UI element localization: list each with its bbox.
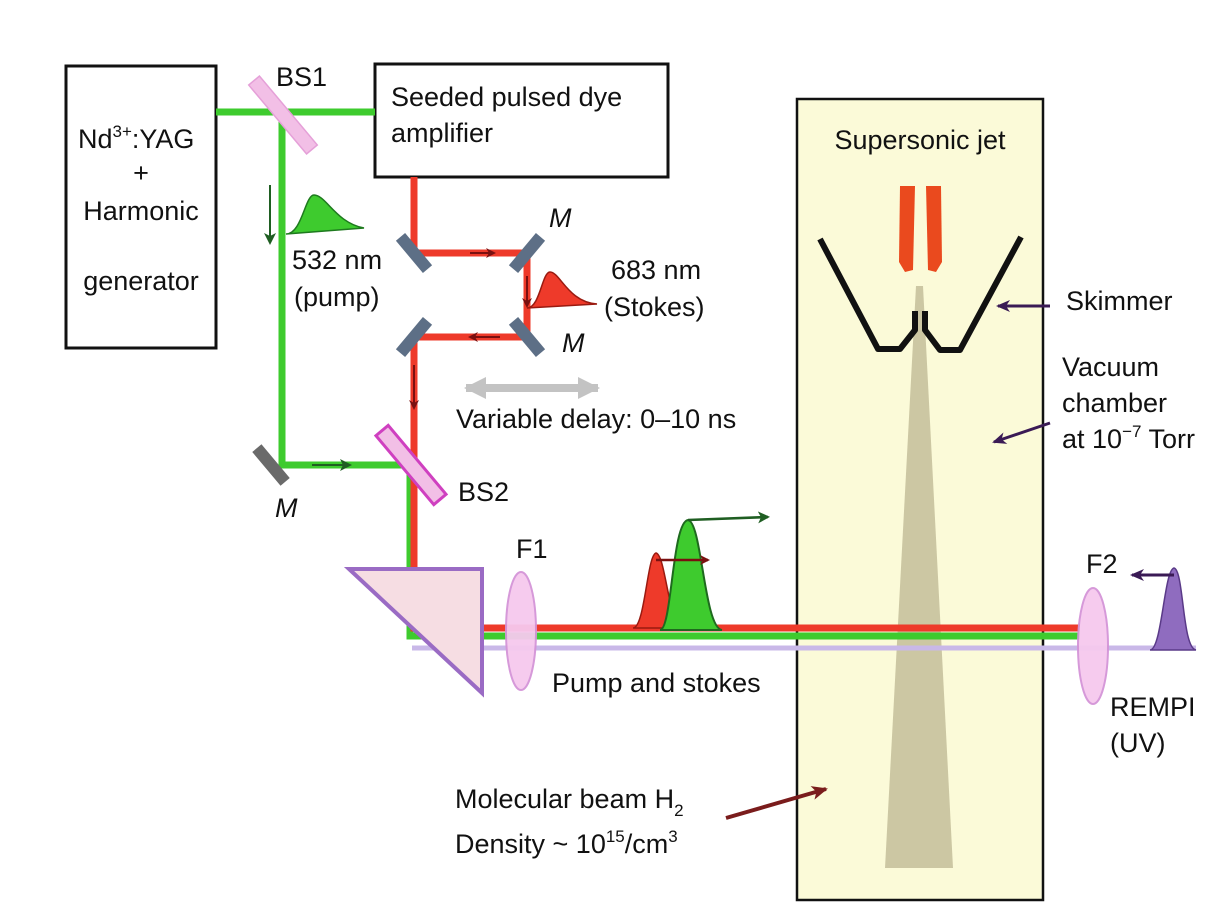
lens-f1 — [505, 571, 537, 691]
bs2-label: BS2 — [458, 477, 509, 507]
molecular-beam-cone — [885, 286, 953, 868]
stokes-wavelength-label: 683 nm — [611, 255, 701, 285]
pump-pulse-beam — [659, 518, 723, 631]
uv-pulse — [1149, 567, 1197, 651]
pump-and-stokes-label: Pump and stokes — [552, 668, 761, 698]
bs1-label: BS1 — [276, 62, 327, 92]
jet-label: Supersonic jet — [834, 125, 1006, 155]
f2-label: F2 — [1086, 549, 1118, 579]
mirror-label: M — [562, 328, 585, 358]
mirror-icon — [395, 317, 433, 357]
laser-label-line4: generator — [83, 266, 199, 296]
vacuum-label-2: chamber — [1062, 388, 1167, 418]
density-label: Density ~ 1015/cm3 — [455, 827, 678, 859]
pump-pulse — [285, 194, 365, 235]
molecular-beam-pointer-icon — [725, 786, 828, 820]
laser-label-line2: + — [133, 158, 149, 188]
delay-label: Variable delay: 0–10 ns — [456, 404, 736, 434]
lens-f2 — [1077, 587, 1109, 705]
skimmer-label: Skimmer — [1066, 286, 1173, 316]
arrow-icon — [687, 511, 770, 524]
amplifier-label-line2: amplifier — [391, 118, 493, 148]
mirror-label: M — [275, 493, 298, 523]
rempi-label: REMPI — [1110, 692, 1196, 722]
jet-nozzle — [899, 186, 915, 272]
laser-label-line3: Harmonic — [83, 196, 199, 226]
prism — [343, 567, 484, 698]
mirror-icon — [252, 444, 290, 486]
skimmer-left — [817, 237, 918, 352]
pump-name-label: (pump) — [294, 282, 380, 312]
beam-splitter-bs2 — [373, 423, 449, 507]
stokes-name-label: (Stokes) — [604, 292, 705, 322]
mirror-icon — [508, 317, 546, 357]
uv-label: (UV) — [1110, 728, 1166, 758]
stokes-pulse — [526, 271, 598, 309]
vacuum-label-1: Vacuum — [1062, 352, 1159, 382]
vacuum-pointer-icon — [992, 421, 1051, 444]
vacuum-label-3: at 10−7 Torr — [1062, 422, 1195, 454]
pump-wavelength-label: 532 nm — [292, 245, 382, 275]
skimmer-right — [922, 235, 1024, 353]
f1-label: F1 — [516, 534, 548, 564]
mirror-icon — [508, 233, 546, 273]
amplifier-label-line1: Seeded pulsed dye — [391, 82, 622, 112]
jet-nozzle-right — [926, 186, 942, 272]
amplifier-box — [373, 62, 670, 179]
mirror-label: M — [549, 203, 572, 233]
molecular-beam-label: Molecular beam H2 — [455, 784, 684, 820]
laser-box — [64, 64, 218, 350]
beam-splitter-bs1 — [247, 74, 319, 156]
laser-label-line1: Nd3+:YAG — [78, 122, 194, 154]
mirror-icon — [395, 233, 433, 273]
